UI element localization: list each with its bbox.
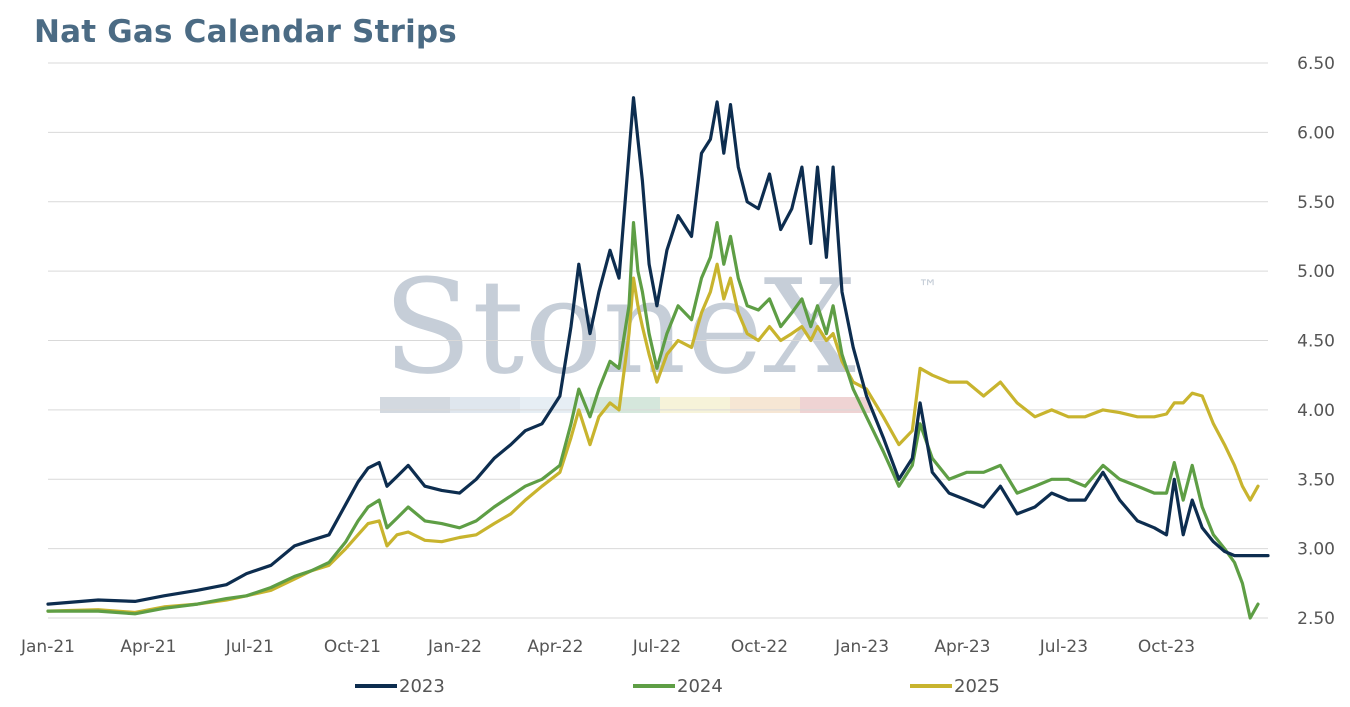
x-tick-label: Jul-22 <box>632 637 681 657</box>
watermark-band <box>730 397 801 413</box>
legend-label-2023: 2023 <box>399 676 445 697</box>
x-tick-label: Jan-21 <box>20 637 75 657</box>
chart-title: Nat Gas Calendar Strips <box>34 14 457 50</box>
x-tick-label: Oct-21 <box>324 637 381 657</box>
series-line-2024 <box>46 221 1260 620</box>
watermark-band <box>800 397 871 413</box>
y-tick-label: 2.50 <box>1297 609 1335 629</box>
x-axis-ticks: Jan-21 Apr-21 Jul-21 Oct-21 Jan-22 Apr-22 Jul-… <box>20 637 1195 657</box>
grid-lines <box>48 62 1268 619</box>
legend-label-2025: 2025 <box>954 676 1000 697</box>
watermark-band <box>660 397 731 413</box>
watermark-trademark: ™ <box>918 275 938 299</box>
y-tick-label: 6.50 <box>1297 54 1335 74</box>
legend-label-2024: 2024 <box>677 676 723 697</box>
legend: 2023 2024 2025 <box>355 676 1000 697</box>
y-tick-label: 3.50 <box>1297 470 1335 490</box>
y-tick-label: 5.00 <box>1297 262 1335 282</box>
watermark-band <box>590 397 661 413</box>
x-tick-label: Jul-21 <box>225 637 274 657</box>
y-tick-label: 3.00 <box>1297 540 1335 560</box>
y-tick-label: 4.00 <box>1297 401 1335 421</box>
watermark-band <box>450 397 521 413</box>
y-tick-label: 4.50 <box>1297 332 1335 352</box>
x-tick-label: Jan-23 <box>834 637 889 657</box>
x-tick-label: Apr-23 <box>934 637 990 657</box>
x-tick-label: Jul-23 <box>1039 637 1088 657</box>
series-line-2023 <box>46 96 1270 606</box>
x-tick-label: Oct-23 <box>1138 637 1195 657</box>
y-tick-label: 6.00 <box>1297 123 1335 143</box>
x-tick-label: Apr-21 <box>120 637 176 657</box>
series-line-2025 <box>46 262 1260 615</box>
y-axis-ticks: 2.50 3.00 3.50 4.00 4.50 5.00 5.50 6.00 6.50 <box>1297 54 1335 629</box>
y-tick-label: 5.50 <box>1297 193 1335 213</box>
x-tick-label: Jan-22 <box>427 637 482 657</box>
x-tick-label: Apr-22 <box>527 637 583 657</box>
x-tick-label: Oct-22 <box>731 637 788 657</box>
series-lines <box>46 96 1270 620</box>
watermark-band <box>380 397 451 413</box>
